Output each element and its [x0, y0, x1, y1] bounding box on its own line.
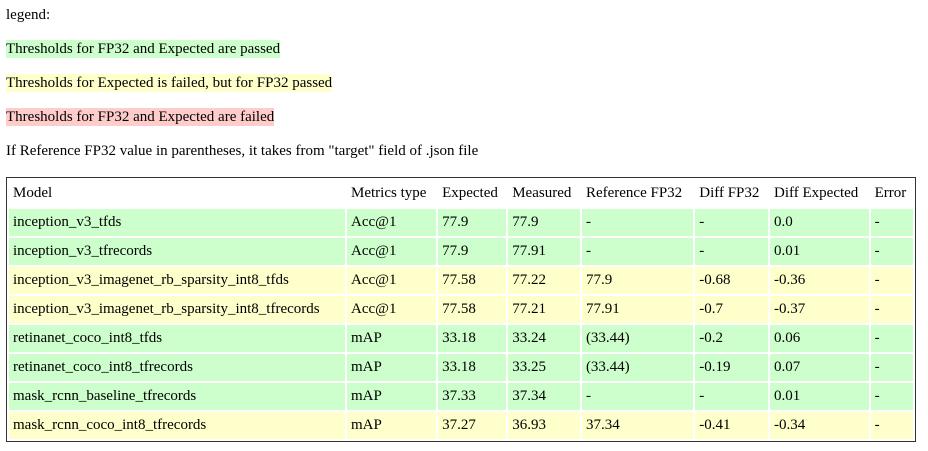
cell: 77.9 — [581, 267, 694, 294]
header-cell: Error — [874, 185, 907, 201]
cell: inception_v3_imagenet_rb_sparsity_int8_t… — [9, 296, 345, 323]
table-row: inception_v3_tfds Acc@1 77.9 77.9- -0.0- — [9, 209, 913, 236]
legend-text: Thresholds for FP32 and Expected are pas… — [6, 40, 281, 58]
legend-item: Thresholds for Expected is failed, but f… — [6, 73, 333, 93]
cell: - — [695, 209, 769, 236]
cell: -0.19 — [695, 354, 769, 381]
table-row: inception_v3_tfrecords Acc@1 77.9 77.91- -0.… — [9, 238, 913, 265]
header-cell: Reference FP32 — [585, 185, 683, 201]
cell: mask_rcnn_baseline_tfrecords — [9, 383, 345, 410]
legend-title: legend: — [6, 7, 51, 23]
cell: 37.27 — [438, 412, 507, 439]
cell: - — [870, 296, 913, 323]
cell: - — [695, 238, 769, 265]
cell: inception_v3_imagenet_rb_sparsity_int8_t… — [9, 267, 345, 294]
cell: inception_v3_tfrecords — [9, 238, 345, 265]
cell: - — [581, 209, 694, 236]
cell: (33.44) — [581, 354, 694, 381]
cell: 36.93 — [508, 412, 580, 439]
table-body: inception_v3_tfds Acc@1 77.9 77.9- -0.0- ince… — [9, 209, 913, 439]
cell: retinanet_coco_int8_tfrecords — [9, 354, 345, 381]
cell: -0.34 — [770, 412, 869, 439]
cell: 37.34 — [581, 412, 694, 439]
cell: Acc@1 — [347, 209, 437, 236]
cell: Acc@1 — [347, 238, 437, 265]
table-row: retinanet_coco_int8_tfrecords mAP 33.18 33.… — [9, 354, 913, 381]
cell: 77.22 — [508, 267, 580, 294]
cell: -0.36 — [770, 267, 869, 294]
legend-item: Thresholds for FP32 and Expected are pas… — [6, 39, 281, 59]
cell: 33.24 — [508, 325, 580, 352]
legend-text: Thresholds for FP32 and Expected are fai… — [6, 108, 275, 126]
legend-item: Thresholds for FP32 and Expected are fai… — [6, 107, 275, 127]
header-cell: Metrics type — [351, 185, 427, 201]
cell: - — [581, 383, 694, 410]
cell: -0.7 — [695, 296, 769, 323]
header-cell: Diff FP32 — [699, 185, 760, 201]
cell: mAP — [347, 354, 437, 381]
cell: -0.37 — [770, 296, 869, 323]
cell: 33.25 — [508, 354, 580, 381]
cell: 77.58 — [438, 267, 507, 294]
cell: mask_rcnn_coco_int8_tfrecords — [9, 412, 345, 439]
cell: - — [870, 238, 913, 265]
cell: - — [870, 412, 913, 439]
cell: -0.2 — [695, 325, 769, 352]
cell: 77.21 — [508, 296, 580, 323]
cell: 37.34 — [508, 383, 580, 410]
cell: 77.9 — [438, 238, 507, 265]
cell: -0.68 — [695, 267, 769, 294]
table-row: mask_rcnn_baseline_tfrecords mAP 37.33 37.3… — [9, 383, 913, 410]
table-row: inception_v3_imagenet_rb_sparsity_int8_t… — [9, 267, 913, 294]
cell: 37.33 — [438, 383, 507, 410]
header-cell: Diff Expected — [774, 185, 859, 201]
cell: 0.01 — [770, 238, 869, 265]
cell: 0.0 — [770, 209, 869, 236]
cell: mAP — [347, 412, 437, 439]
cell: - — [870, 354, 913, 381]
cell: mAP — [347, 383, 437, 410]
cell: - — [870, 325, 913, 352]
legend-text: Thresholds for Expected is failed, but f… — [6, 74, 333, 92]
cell: - — [581, 238, 694, 265]
cell: mAP — [347, 325, 437, 352]
note: If Reference FP32 value in parentheses, … — [6, 143, 479, 159]
cell: - — [870, 209, 913, 236]
table-row: mask_rcnn_coco_int8_tfrecords mAP 37.27 36.… — [9, 412, 913, 439]
header-cell: Model — [13, 185, 53, 201]
cell: 0.07 — [770, 354, 869, 381]
cell: 33.18 — [438, 354, 507, 381]
cell: Acc@1 — [347, 296, 437, 323]
cell: 0.06 — [770, 325, 869, 352]
cell: 77.9 — [508, 209, 580, 236]
header-cell: Expected — [442, 185, 498, 201]
cell: - — [695, 383, 769, 410]
cell: 77.58 — [438, 296, 507, 323]
table-row: retinanet_coco_int8_tfds mAP 33.18 33.24 (33… — [9, 325, 913, 352]
cell: 77.9 — [438, 209, 507, 236]
cell: 77.91 — [581, 296, 694, 323]
header-row: Model Metrics type Expected Measured Referen… — [9, 180, 913, 207]
cell: 33.18 — [438, 325, 507, 352]
results-table: Model Metrics type Expected Measured Referen… — [6, 177, 916, 442]
cell: - — [870, 383, 913, 410]
cell: retinanet_coco_int8_tfds — [9, 325, 345, 352]
cell: 77.91 — [508, 238, 580, 265]
header-cell: Measured — [512, 185, 572, 201]
table-row: inception_v3_imagenet_rb_sparsity_int8_t… — [9, 296, 913, 323]
cell: 0.01 — [770, 383, 869, 410]
cell: Acc@1 — [347, 267, 437, 294]
cell: -0.41 — [695, 412, 769, 439]
cell: - — [870, 267, 913, 294]
cell: inception_v3_tfds — [9, 209, 345, 236]
cell: (33.44) — [581, 325, 694, 352]
